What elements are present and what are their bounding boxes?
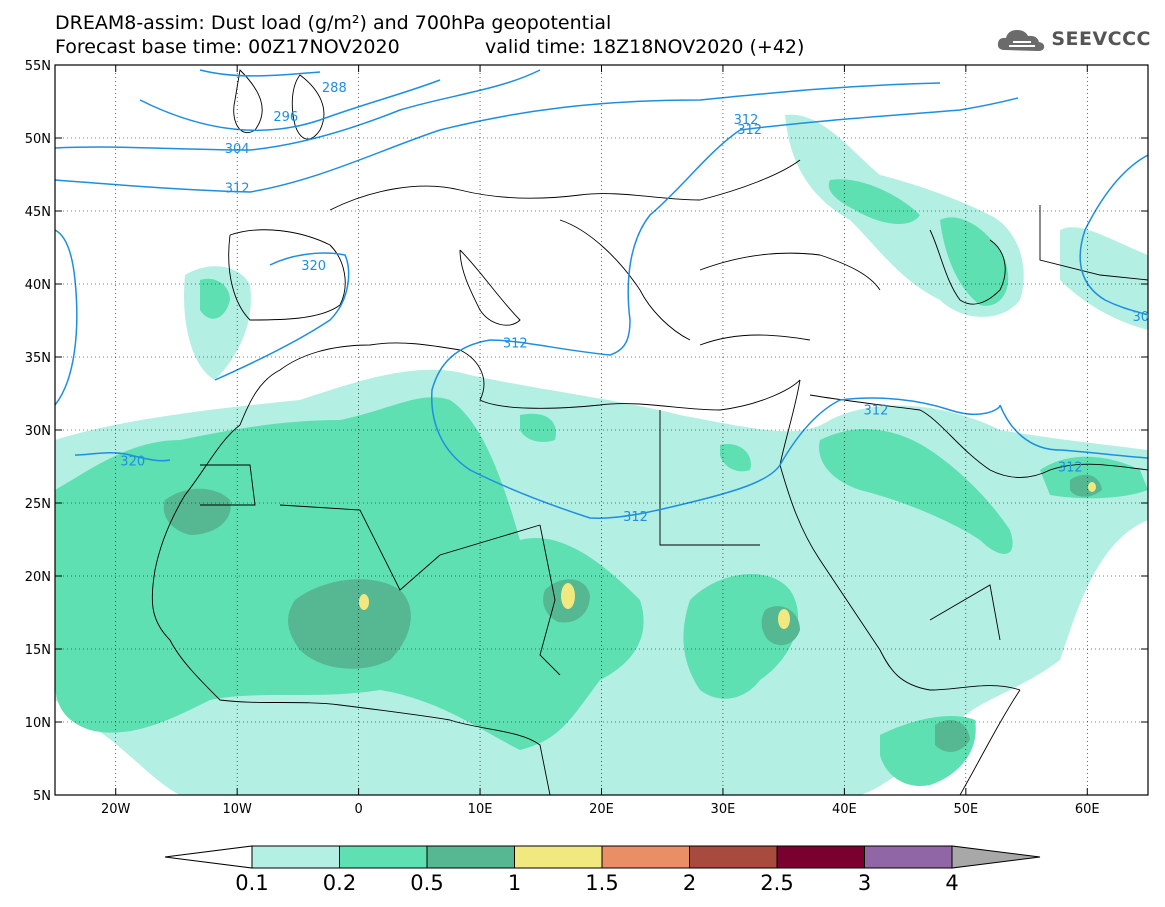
lon-tick-label: 10W (222, 802, 252, 817)
lat-tick-label: 15N (25, 643, 51, 658)
longitude-axis: 20W 10W 0 10E 20E 30E 40E 50E 60E (101, 65, 1100, 817)
lon-tick-label: 10E (468, 802, 493, 817)
seevccc-logo: SEEVCCC (995, 24, 1151, 54)
colorbar-segment (776, 845, 865, 869)
lon-tick-label: 30E (711, 802, 736, 817)
colorbar-level-label: 2.5 (760, 871, 793, 895)
forecast-times: Forecast base time: 00Z17NOV2020 valid ti… (55, 36, 804, 58)
lat-tick-label: 55N (25, 59, 51, 74)
coastlines (151, 69, 1148, 795)
contour-label: 312 (1058, 461, 1083, 476)
contour-label: 312 (623, 510, 648, 525)
contour-label: 312 (225, 182, 250, 197)
lat-tick-label: 35N (25, 351, 51, 366)
cloud-icon (998, 30, 1045, 51)
base-time: Forecast base time: 00Z17NOV2020 (55, 36, 400, 58)
lat-tick-label: 40N (25, 278, 51, 293)
dust-field (55, 69, 1148, 795)
geopotential-contours (55, 69, 1148, 520)
lat-tick-label: 5N (33, 789, 51, 804)
contour-label: 312 (734, 113, 759, 128)
lon-tick-label: 0 (354, 802, 362, 817)
contour-label: 30 (1132, 310, 1149, 325)
lat-tick-label: 20N (25, 570, 51, 585)
lon-tick-label: 40E (832, 802, 857, 817)
lat-tick-label: 10N (25, 716, 51, 731)
colorbar-segment (689, 845, 778, 869)
colorbar-level-label: 0.2 (323, 871, 356, 895)
dust-layer-yellow (359, 482, 1096, 629)
colorbar-level-label: 1.5 (585, 871, 618, 895)
lat-tick-label: 25N (25, 497, 51, 512)
graticule (55, 65, 1148, 795)
latitude-axis: 55N 50N 45N 40N 35N 30N 25N 20N 15N 10N 5N (25, 59, 1148, 804)
contour-label: 320 (301, 259, 326, 274)
colorbar-level-label: 0.5 (410, 871, 443, 895)
valid-time: valid time: 18Z18NOV2020 (+42) (485, 36, 805, 58)
contour-label: 312 (503, 336, 528, 351)
lon-tick-label: 60E (1075, 802, 1100, 817)
contour-label: 312 (864, 404, 889, 419)
logo-text: SEEVCCC (1051, 28, 1151, 50)
colorbar-level-label: 3 (858, 871, 871, 895)
colorbar-level-label: 4 (945, 871, 958, 895)
colorbar-segment (514, 845, 603, 869)
contour-label: 288 (322, 81, 347, 96)
colorbar-level-label: 0.1 (235, 871, 268, 895)
map-title: DREAM8-assim: Dust load (g/m²) and 700hP… (55, 12, 612, 34)
contour-label: 312 (737, 123, 762, 138)
lon-tick-label: 50E (953, 802, 978, 817)
colorbar-segment (339, 845, 428, 869)
colorbar-segment (864, 845, 953, 869)
colorbar-over-triangle (951, 845, 1041, 869)
colorbar-level-label: 2 (683, 871, 696, 895)
colorbar-under-triangle (164, 845, 253, 869)
colorbar-segment (251, 845, 340, 869)
colorbar-level-label: 1 (508, 871, 521, 895)
contour-label: 296 (273, 110, 298, 125)
colorbar-segment (426, 845, 515, 869)
contour-label: 304 (225, 142, 250, 157)
lon-tick-label: 20E (589, 802, 614, 817)
lat-tick-label: 30N (25, 424, 51, 439)
colorbar-segment (601, 845, 690, 869)
lat-tick-label: 45N (25, 205, 51, 220)
contour-label: 320 (120, 455, 145, 470)
lat-tick-label: 50N (25, 132, 51, 147)
lon-tick-label: 20W (101, 802, 131, 817)
dust-layer-dark (163, 474, 1102, 752)
colorbar: 0.1 0.2 0.5 1 1.5 2 2.5 3 4 (164, 845, 1041, 895)
